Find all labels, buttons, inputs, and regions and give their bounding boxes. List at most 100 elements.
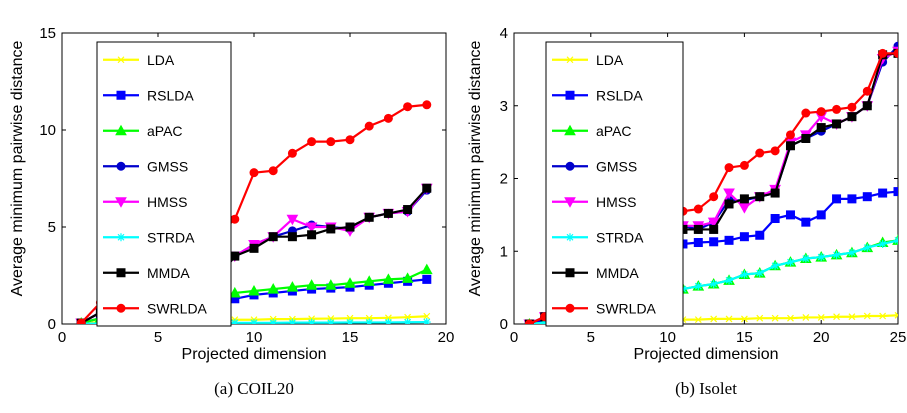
data-point — [76, 318, 86, 324]
x-tick-label: 0 — [58, 329, 66, 346]
data-point — [287, 148, 297, 158]
data-point — [422, 183, 432, 193]
data-point — [267, 283, 280, 294]
data-point — [709, 237, 719, 247]
data-point — [364, 212, 374, 222]
data-point — [832, 119, 842, 129]
data-point — [709, 192, 719, 202]
legend-box — [96, 41, 232, 327]
legend-box — [545, 41, 684, 327]
data-point — [848, 313, 856, 321]
data-point — [693, 238, 703, 248]
data-point — [894, 311, 898, 319]
data-point — [422, 274, 432, 284]
x-tick-label: 20 — [813, 329, 830, 346]
data-point — [801, 217, 811, 227]
data-point — [832, 194, 842, 204]
data-point — [878, 48, 888, 58]
y-tick-label: 3 — [500, 98, 508, 115]
data-point — [755, 230, 765, 240]
y-tick-label: 0 — [500, 316, 508, 333]
data-point — [249, 243, 259, 253]
data-point — [710, 315, 718, 323]
data-point — [230, 251, 240, 261]
data-point — [738, 203, 751, 214]
data-point — [693, 204, 703, 214]
chart-caption: (b) Isolet — [675, 379, 737, 398]
y-tick-label: 0 — [48, 316, 56, 333]
x-tick-label: 5 — [587, 329, 595, 346]
chart-coil20: 0 5 10 15 20 0 5 10 15 Projected dimension Average… — [9, 25, 454, 398]
chart-isolet: 0 5 10 15 20 25 0 1 2 3 4 Projected dimension Averag… — [467, 25, 906, 398]
data-point — [894, 236, 898, 245]
data-point — [326, 137, 336, 147]
data-point — [862, 86, 872, 96]
data-point — [724, 235, 734, 245]
data-point — [268, 166, 278, 176]
data-point — [344, 277, 356, 288]
data-point — [755, 192, 765, 202]
data-point — [365, 318, 374, 324]
data-point — [723, 188, 735, 200]
data-point — [288, 318, 297, 324]
x-tick-label: 10 — [246, 329, 263, 346]
x-tick-label: 10 — [659, 329, 676, 346]
legend-marker — [115, 197, 127, 208]
data-point — [786, 258, 795, 267]
legend-marker — [564, 124, 576, 136]
data-point — [694, 316, 702, 324]
x-tick-label: 20 — [438, 329, 455, 346]
data-point — [249, 168, 259, 178]
legend-marker — [564, 197, 576, 208]
legend-entry: MMDA — [147, 265, 190, 281]
data-point — [693, 224, 703, 234]
legend-entry: SWRLDA — [147, 300, 208, 316]
data-point — [740, 315, 748, 323]
data-point — [307, 318, 316, 324]
legend: LDA RSLDA aPAC GMSS HMSS STRDA MMDA SWRLDA — [545, 41, 684, 327]
data-point — [230, 318, 239, 324]
legend-entry: STRDA — [596, 229, 644, 245]
data-point — [540, 318, 549, 324]
legend-marker — [565, 90, 575, 100]
data-point — [364, 121, 374, 131]
data-point — [847, 194, 857, 204]
data-point — [847, 248, 856, 257]
legend-entry: RSLDA — [147, 87, 194, 103]
legend-marker — [116, 90, 126, 100]
data-point — [801, 133, 811, 143]
data-point — [248, 284, 260, 296]
legend-marker — [117, 56, 125, 64]
data-point — [801, 254, 810, 263]
data-point — [755, 148, 765, 158]
data-point — [847, 112, 857, 122]
data-point — [785, 130, 795, 140]
data-point — [346, 318, 354, 324]
data-point — [287, 232, 297, 242]
data-point — [307, 137, 317, 147]
legend-entry: aPAC — [147, 123, 183, 139]
data-point — [268, 232, 278, 242]
data-point — [363, 275, 376, 286]
data-point — [817, 253, 826, 262]
legend-entry: HMSS — [596, 194, 636, 210]
y-tick-label: 2 — [500, 171, 508, 188]
data-point — [756, 314, 764, 322]
data-point — [694, 282, 703, 291]
data-point — [422, 318, 431, 324]
data-point — [725, 315, 733, 323]
legend-entry: GMSS — [596, 158, 637, 174]
data-point — [403, 205, 413, 215]
data-point — [801, 108, 811, 118]
data-point — [324, 279, 337, 290]
data-point — [832, 104, 842, 114]
legend-marker — [116, 268, 126, 278]
data-point — [724, 199, 734, 209]
data-point — [305, 222, 318, 234]
y-tick-label: 5 — [48, 219, 56, 236]
data-point — [878, 239, 887, 248]
data-point — [893, 48, 898, 58]
data-point — [893, 187, 898, 197]
x-tick-label: 15 — [736, 329, 753, 346]
